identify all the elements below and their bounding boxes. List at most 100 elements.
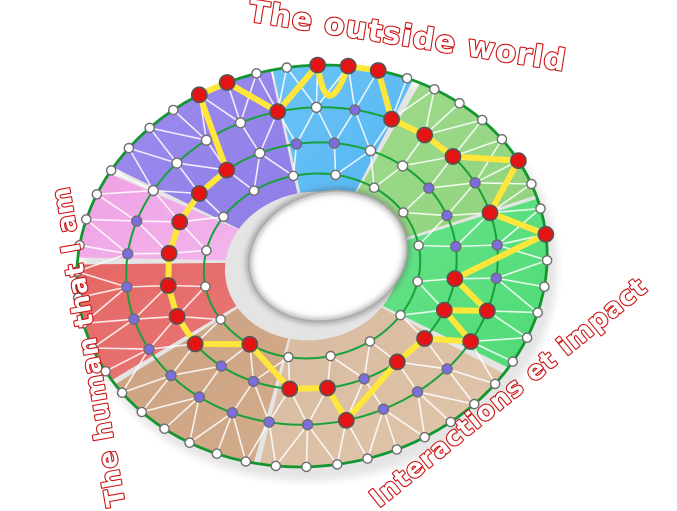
node-red — [241, 335, 259, 353]
center-hole — [245, 187, 411, 325]
web-line — [330, 355, 365, 380]
web-line — [121, 348, 150, 394]
node-purple — [128, 313, 140, 325]
node-white — [539, 281, 550, 293]
web-line — [105, 348, 150, 373]
web-line — [455, 244, 498, 248]
node-white — [171, 157, 183, 169]
node-red — [462, 333, 480, 350]
node-white — [391, 444, 403, 455]
node-white — [454, 97, 465, 109]
node-white — [330, 169, 341, 181]
web-line — [110, 169, 154, 192]
node-white — [301, 461, 312, 473]
web-line — [275, 424, 309, 467]
node-red — [160, 244, 178, 262]
node-white — [81, 214, 92, 225]
node-purple — [130, 215, 143, 227]
node-white — [362, 453, 373, 464]
web-line — [172, 109, 207, 141]
sector-blue — [272, 65, 413, 199]
node-white — [74, 239, 85, 251]
node-white — [395, 309, 406, 321]
web-line — [121, 374, 172, 394]
node-purple — [193, 391, 206, 403]
web-line — [418, 244, 456, 248]
node-purple — [450, 240, 462, 253]
node-purple — [358, 373, 370, 385]
web-line — [417, 391, 475, 405]
node-white — [535, 203, 546, 214]
web-line — [496, 244, 548, 262]
node-white — [87, 342, 98, 354]
node-white — [526, 178, 537, 190]
node-white — [105, 165, 117, 176]
node-purple — [441, 363, 453, 375]
node-red — [190, 185, 208, 202]
web-line — [128, 147, 154, 191]
node-red — [444, 148, 462, 165]
node-red — [319, 379, 336, 397]
web-line — [188, 396, 201, 443]
web-line — [85, 218, 129, 255]
node-white — [288, 170, 299, 182]
web-line — [496, 277, 545, 288]
node-white — [270, 460, 282, 472]
node-red — [416, 126, 434, 144]
web-line — [245, 421, 270, 462]
sector-wedges — [76, 65, 548, 467]
web-line — [141, 375, 172, 413]
web-line — [446, 368, 475, 405]
node-white — [240, 456, 252, 467]
web-line — [92, 318, 135, 349]
node-white — [91, 188, 103, 200]
web-line — [86, 218, 137, 222]
web-line — [315, 106, 336, 144]
node-red — [218, 161, 236, 179]
node-white — [401, 73, 413, 84]
node-white — [368, 182, 380, 193]
node-red — [416, 330, 433, 347]
web-line — [363, 378, 385, 410]
web-line — [354, 109, 372, 151]
node-red — [478, 302, 496, 320]
ring-outline-2 — [125, 106, 499, 426]
node-white — [364, 144, 377, 157]
node-white — [184, 437, 195, 449]
node-red — [337, 411, 355, 429]
node-white — [310, 101, 323, 114]
web-line — [78, 286, 127, 299]
node-red — [190, 86, 208, 104]
web-line — [416, 391, 426, 438]
node-white — [445, 416, 457, 428]
node-red — [481, 204, 499, 222]
web-line — [305, 424, 309, 467]
node-white — [489, 378, 501, 390]
node-white — [281, 62, 293, 73]
web-line — [96, 189, 154, 196]
node-white — [71, 266, 83, 277]
node-white — [331, 459, 343, 470]
node-white — [468, 398, 480, 410]
node-white — [496, 133, 508, 145]
node-white — [419, 431, 431, 443]
node-white — [100, 365, 111, 377]
node-purple — [301, 419, 314, 431]
web-line — [198, 365, 222, 398]
node-white — [72, 292, 84, 304]
web-line — [149, 127, 178, 164]
node-white — [159, 423, 170, 435]
node-purple — [143, 343, 155, 355]
web-line — [231, 412, 247, 462]
node-purple — [121, 281, 133, 293]
web-line — [335, 149, 371, 176]
web-line — [489, 183, 532, 214]
web-line — [76, 270, 128, 288]
node-white — [200, 134, 213, 146]
node-white — [248, 185, 260, 196]
web-line — [382, 408, 398, 450]
web-line — [403, 211, 447, 217]
web-line — [253, 153, 261, 191]
node-purple — [247, 375, 260, 388]
